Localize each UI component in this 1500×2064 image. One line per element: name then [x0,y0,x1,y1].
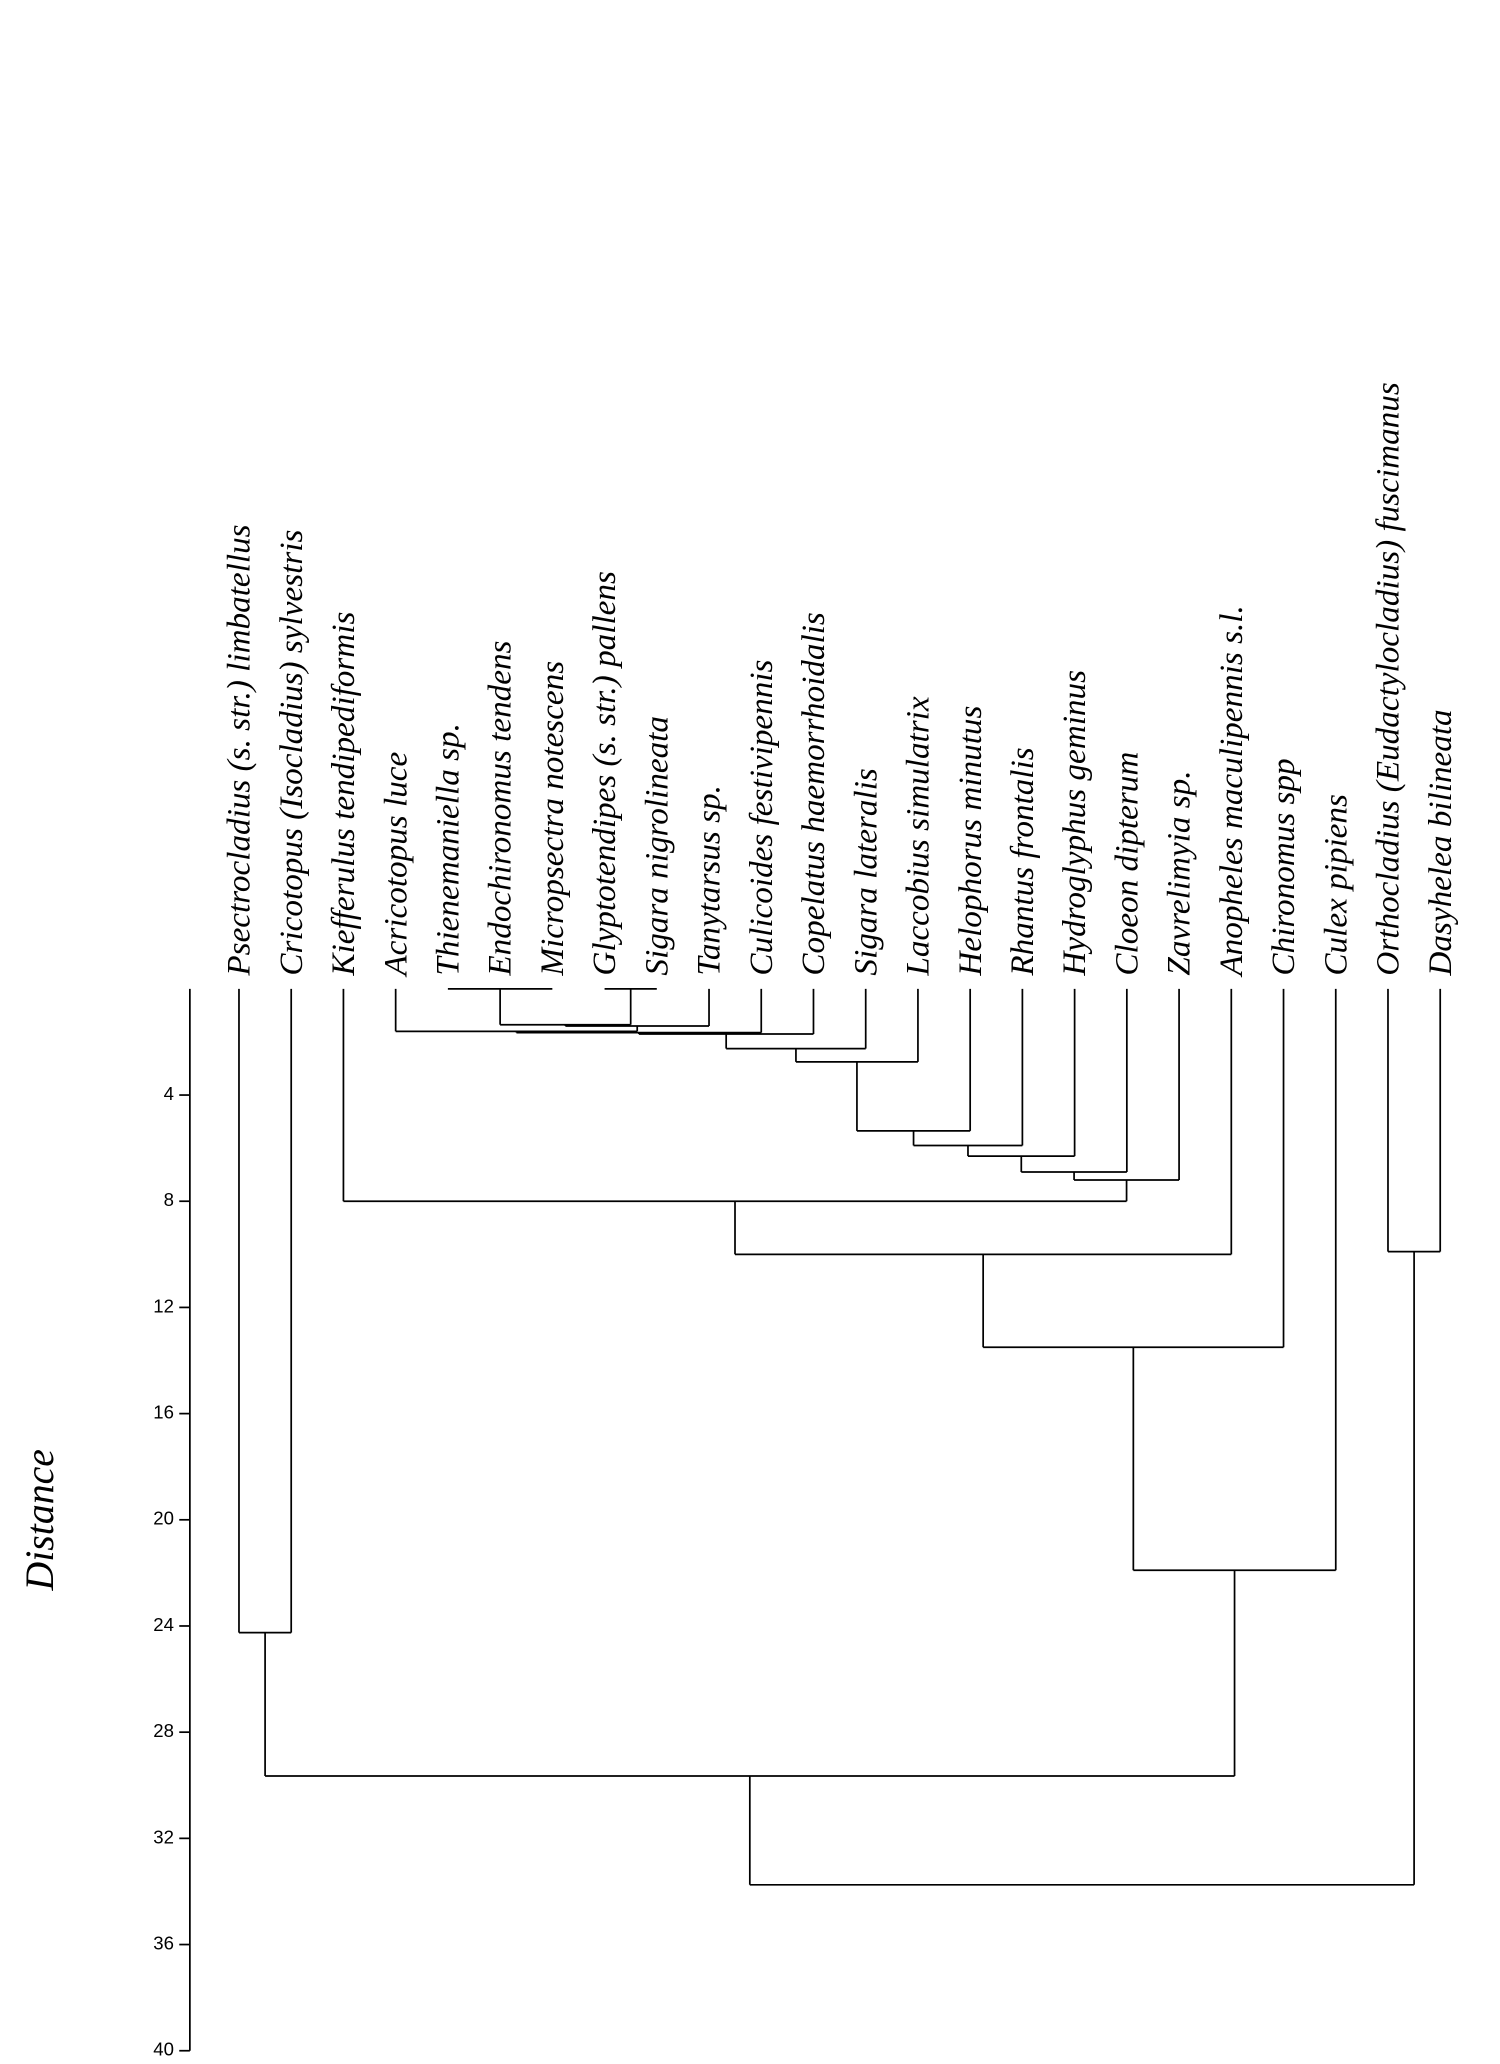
y-tick-label: 28 [153,1720,174,1741]
leaf-label: Hydroglyphus geminus [1056,670,1093,977]
leaf-label: Dasyhelea bilineata [1422,709,1459,976]
leaf-label: Helophorus minutus [952,706,989,977]
y-tick-label: 12 [153,1295,174,1316]
y-tick-label: 36 [153,1932,174,1953]
y-tick-label: 40 [153,2039,174,2060]
leaf-label: Tanytarsus sp. [691,785,728,976]
y-tick-label: 24 [153,1614,174,1635]
y-tick-label: 20 [153,1508,174,1529]
leaf-label: Zavrelimyia sp. [1161,770,1198,975]
leaf-label: Laccobius simulatrix [900,696,937,976]
leaf-label: Cricotopus (Isocladius) sylvestris [273,530,310,976]
leaf-label: Endochironomus tendens [482,641,519,977]
leaf-label: Psectrocladius (s. str.) limbatellus [221,524,258,976]
leaf-label: Rhantus frontalis [1004,747,1041,976]
y-axis-title: Distance [18,1449,62,1591]
leaf-label: Micropsectra notescens [534,661,571,977]
leaf-label: Glyptotendipes (s. str.) pallens [586,571,623,975]
y-tick-label: 4 [164,1083,174,1104]
y-tick-label: 32 [153,1826,174,1847]
leaf-label: Acricotopus luce [377,752,414,978]
leaf-label: Cloeon dipterum [1108,752,1145,976]
leaf-label: Chironomus spp [1265,758,1302,975]
y-tick-label: 8 [164,1189,174,1210]
leaf-label: Orthocladius (Eudactylocladius) fusciman… [1370,382,1407,975]
leaf-label: Copelatus haemorrhoidalis [795,612,832,975]
leaf-label: Sigara nigrolineata [638,716,675,976]
leaf-label: Culicoides festivipennis [743,660,780,976]
leaf-label: Culex pipiens [1317,794,1354,976]
leaf-label: Thienemaniella sp. [430,723,467,975]
leaf-label: Sigara lateralis [847,768,884,975]
leaf-label: Kiefferulus tendipediformis [325,612,362,977]
y-tick-label: 16 [153,1402,174,1423]
leaf-label: Anopheles maculipennis s.l. [1213,605,1250,977]
